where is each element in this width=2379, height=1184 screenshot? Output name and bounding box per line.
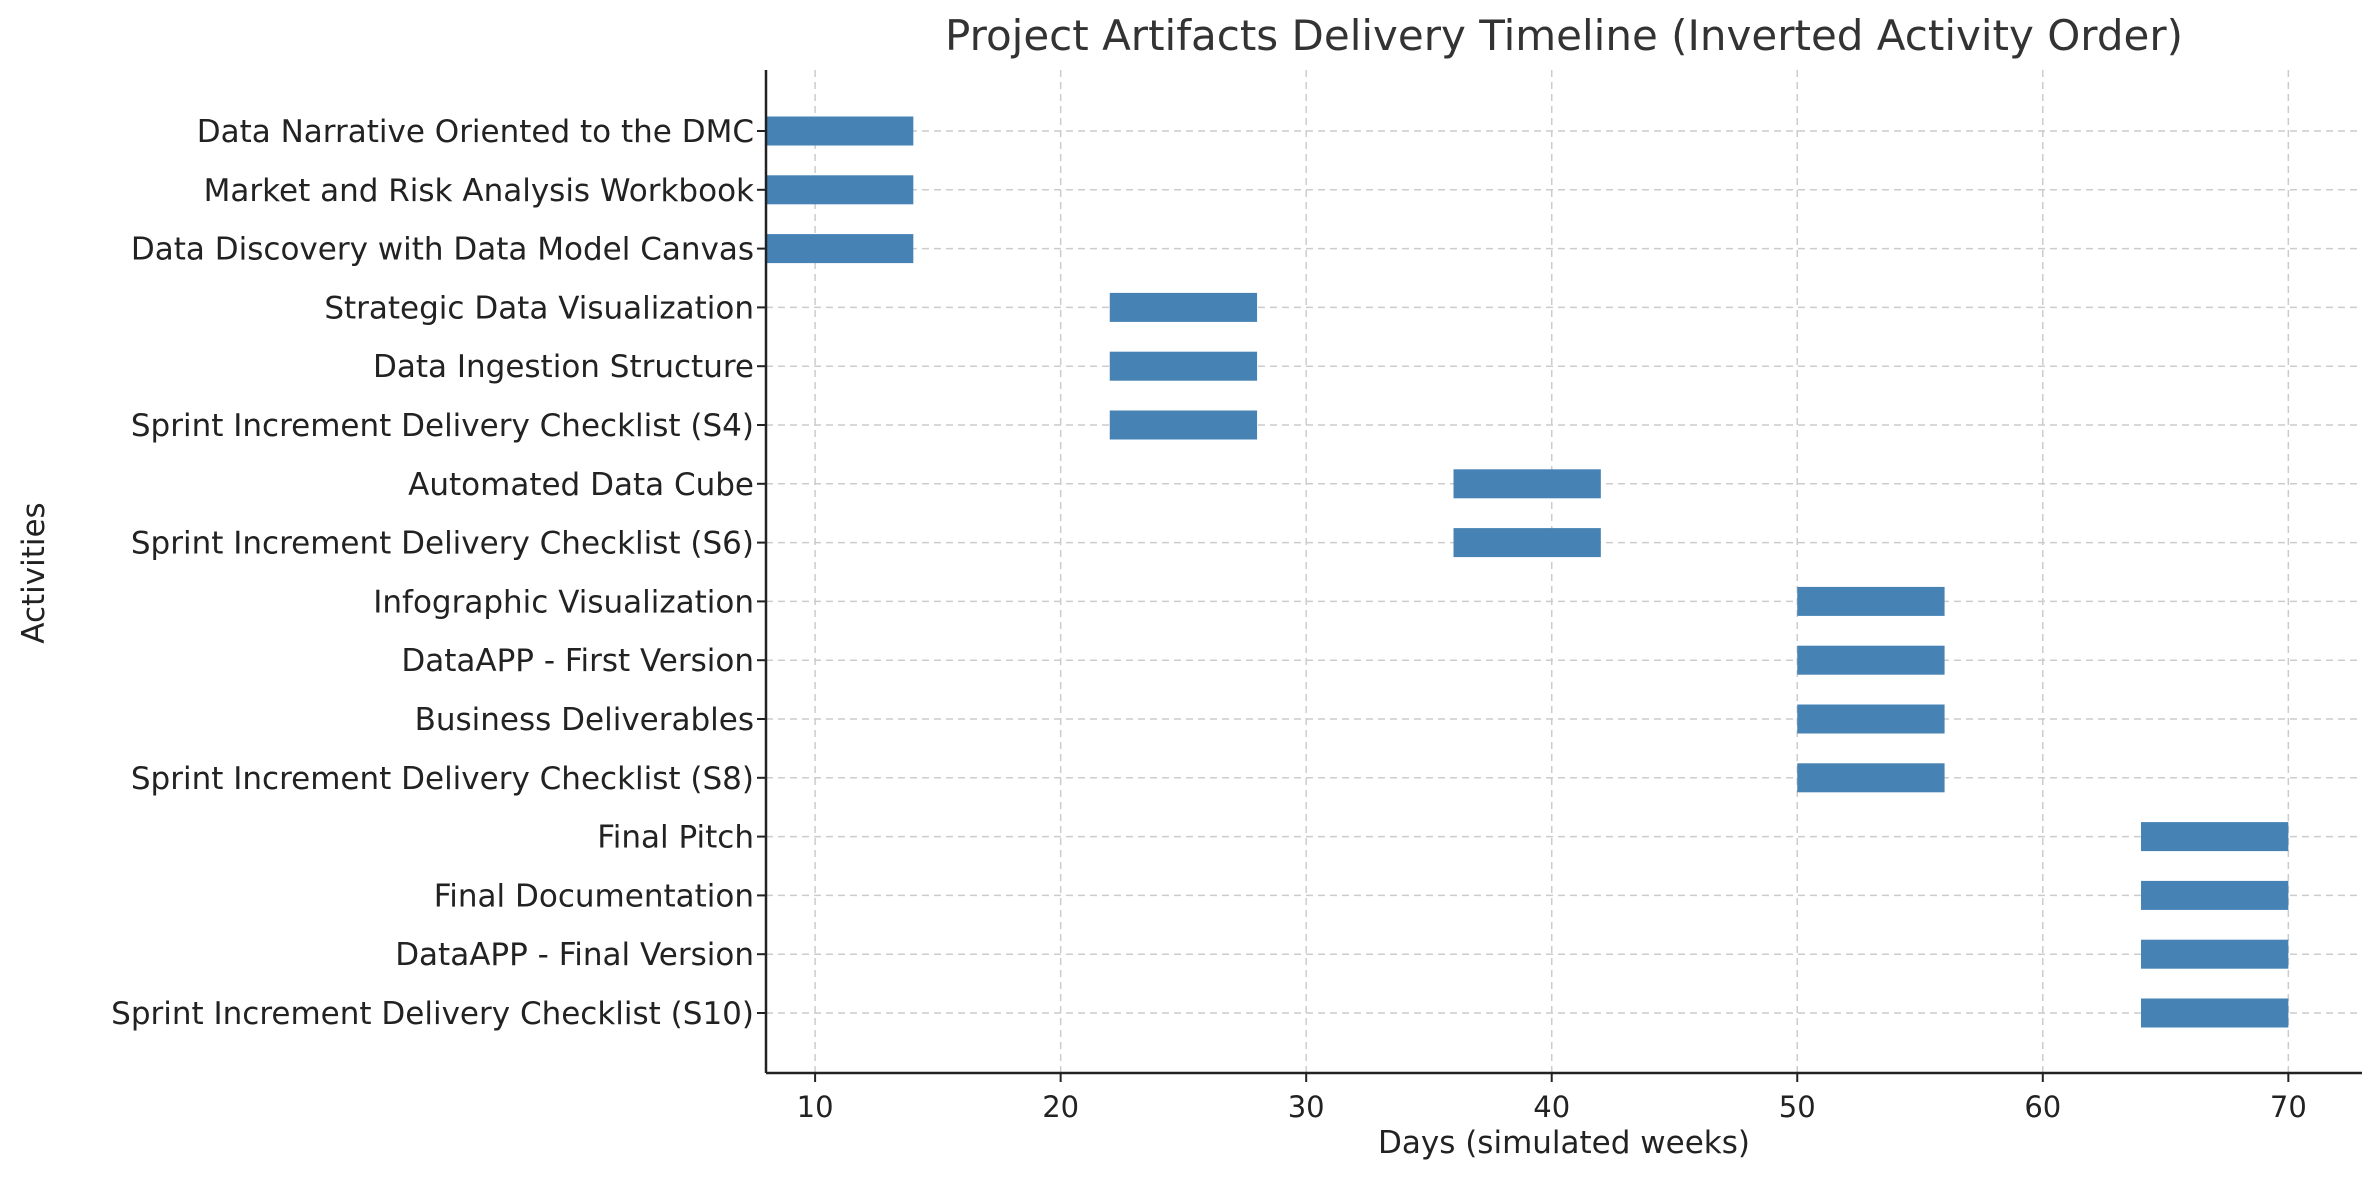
activity-bar [1109,410,1258,440]
activity-label: Sprint Increment Delivery Checklist (S6) [131,526,754,562]
activity-bar [1109,351,1258,381]
activity-bar [2141,939,2289,969]
x-tick-label: 50 [1779,1090,1816,1124]
chart-title: Project Artifacts Delivery Timeline (Inv… [945,11,2183,60]
x-tick-label: 70 [2270,1090,2307,1124]
activity-label: DataAPP - Final Version [395,937,754,973]
activity-label: Data Discovery with Data Model Canvas [131,232,754,268]
activity-label: Infographic Visualization [373,584,754,620]
x-tick-label: 10 [797,1090,834,1124]
activity-label: Sprint Increment Delivery Checklist (S4) [131,408,754,444]
activity-label: Business Deliverables [415,702,754,738]
activity-bar [1797,645,1945,675]
activity-bar [766,175,914,205]
x-tick-label: 20 [1042,1090,1079,1124]
activity-bar [766,116,914,146]
activity-label: Final Pitch [597,820,754,856]
activity-label: Market and Risk Analysis Workbook [204,173,754,209]
activity-bar [2141,880,2289,910]
activity-bar [1109,292,1258,322]
activity-bar [766,234,914,264]
x-axis-label: Days (simulated weeks) [1378,1125,1750,1161]
activity-label: Sprint Increment Delivery Checklist (S10… [111,996,754,1032]
activity-label: Automated Data Cube [408,467,754,503]
activity-label: Strategic Data Visualization [324,290,754,326]
activity-bar [1797,704,1945,734]
x-tick-label: 40 [1533,1090,1570,1124]
activity-bar [1797,763,1945,793]
activity-bar [1797,586,1945,616]
activity-label: Final Documentation [434,878,754,914]
axis-layer [764,70,2362,1075]
grid-layer [766,70,2362,1073]
x-tick-label: 60 [2024,1090,2061,1124]
activity-bar [2141,822,2289,852]
activity-label: Data Narrative Oriented to the DMC [197,114,754,150]
activity-bar [2141,998,2289,1028]
activity-label: Sprint Increment Delivery Checklist (S8) [131,761,754,797]
label-layer: 10 20 30 40 50 60 70 Data Narrative Oriented to… [111,114,2307,1124]
activity-bar [1453,469,1601,499]
bar-layer [766,116,2289,1028]
y-axis-label: Activities [16,502,52,643]
activity-bar [1453,528,1601,558]
activity-label: Data Ingestion Structure [373,349,754,385]
x-tick-label: 30 [1288,1090,1325,1124]
activity-label: DataAPP - First Version [401,643,754,679]
